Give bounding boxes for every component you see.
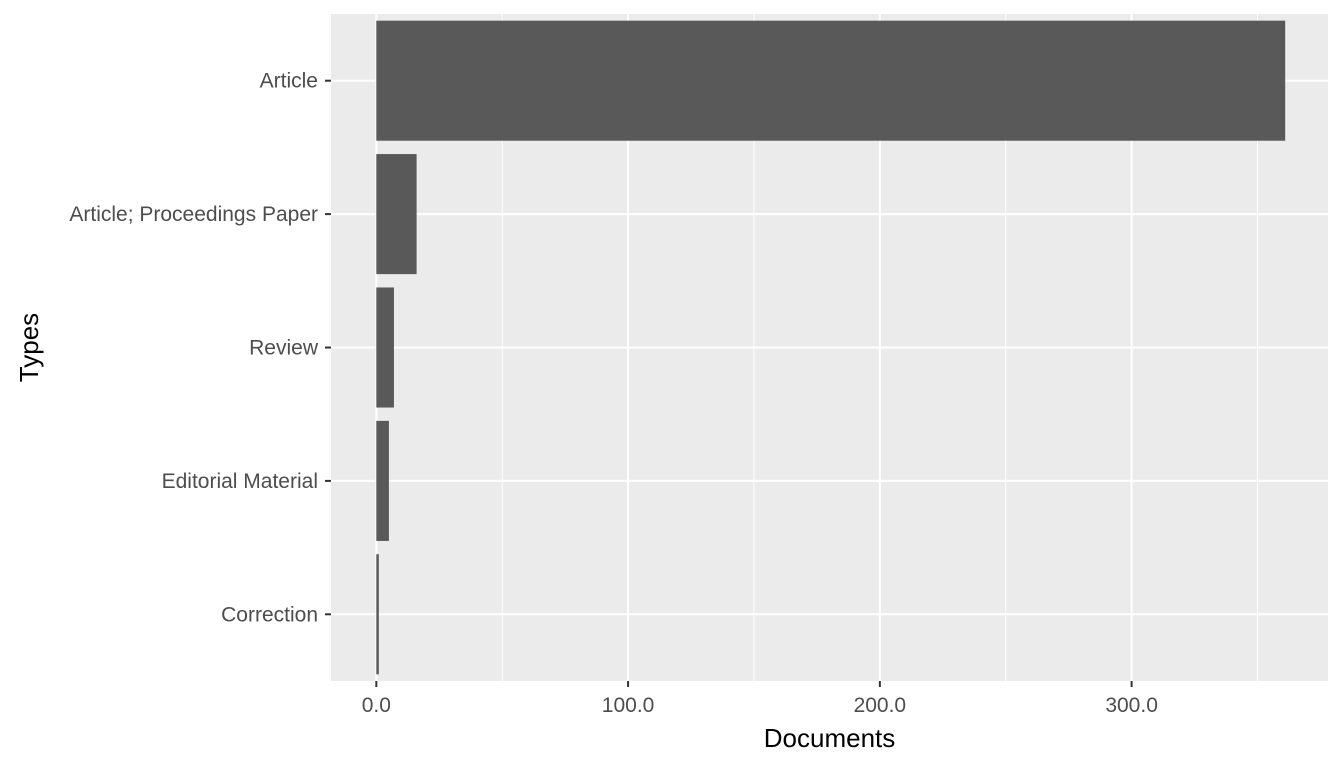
y-tick-label: Review (249, 337, 319, 360)
bar (376, 287, 394, 408)
y-axis-title: Types (14, 313, 44, 382)
x-tick-label: 100.0 (602, 694, 655, 717)
x-axis-title: Documents (764, 723, 896, 753)
bars (376, 20, 1286, 675)
y-tick-label: Editorial Material (162, 470, 318, 493)
bar (376, 420, 389, 541)
y-tick-label: Article; Proceedings Paper (69, 203, 318, 226)
x-tick-label: 0.0 (362, 694, 391, 717)
bar (376, 20, 1286, 141)
y-tick-label: Correction (221, 603, 318, 626)
x-tick-label: 300.0 (1105, 694, 1158, 717)
bar (376, 554, 379, 675)
x-axis: 0.0 100.0 200.0 300.0 (362, 681, 1158, 717)
x-tick-label: 200.0 (854, 694, 907, 717)
y-tick-label: Article (260, 70, 318, 93)
bar (376, 154, 417, 275)
y-axis: Article Article; Proceedings Paper Review E… (69, 70, 331, 626)
